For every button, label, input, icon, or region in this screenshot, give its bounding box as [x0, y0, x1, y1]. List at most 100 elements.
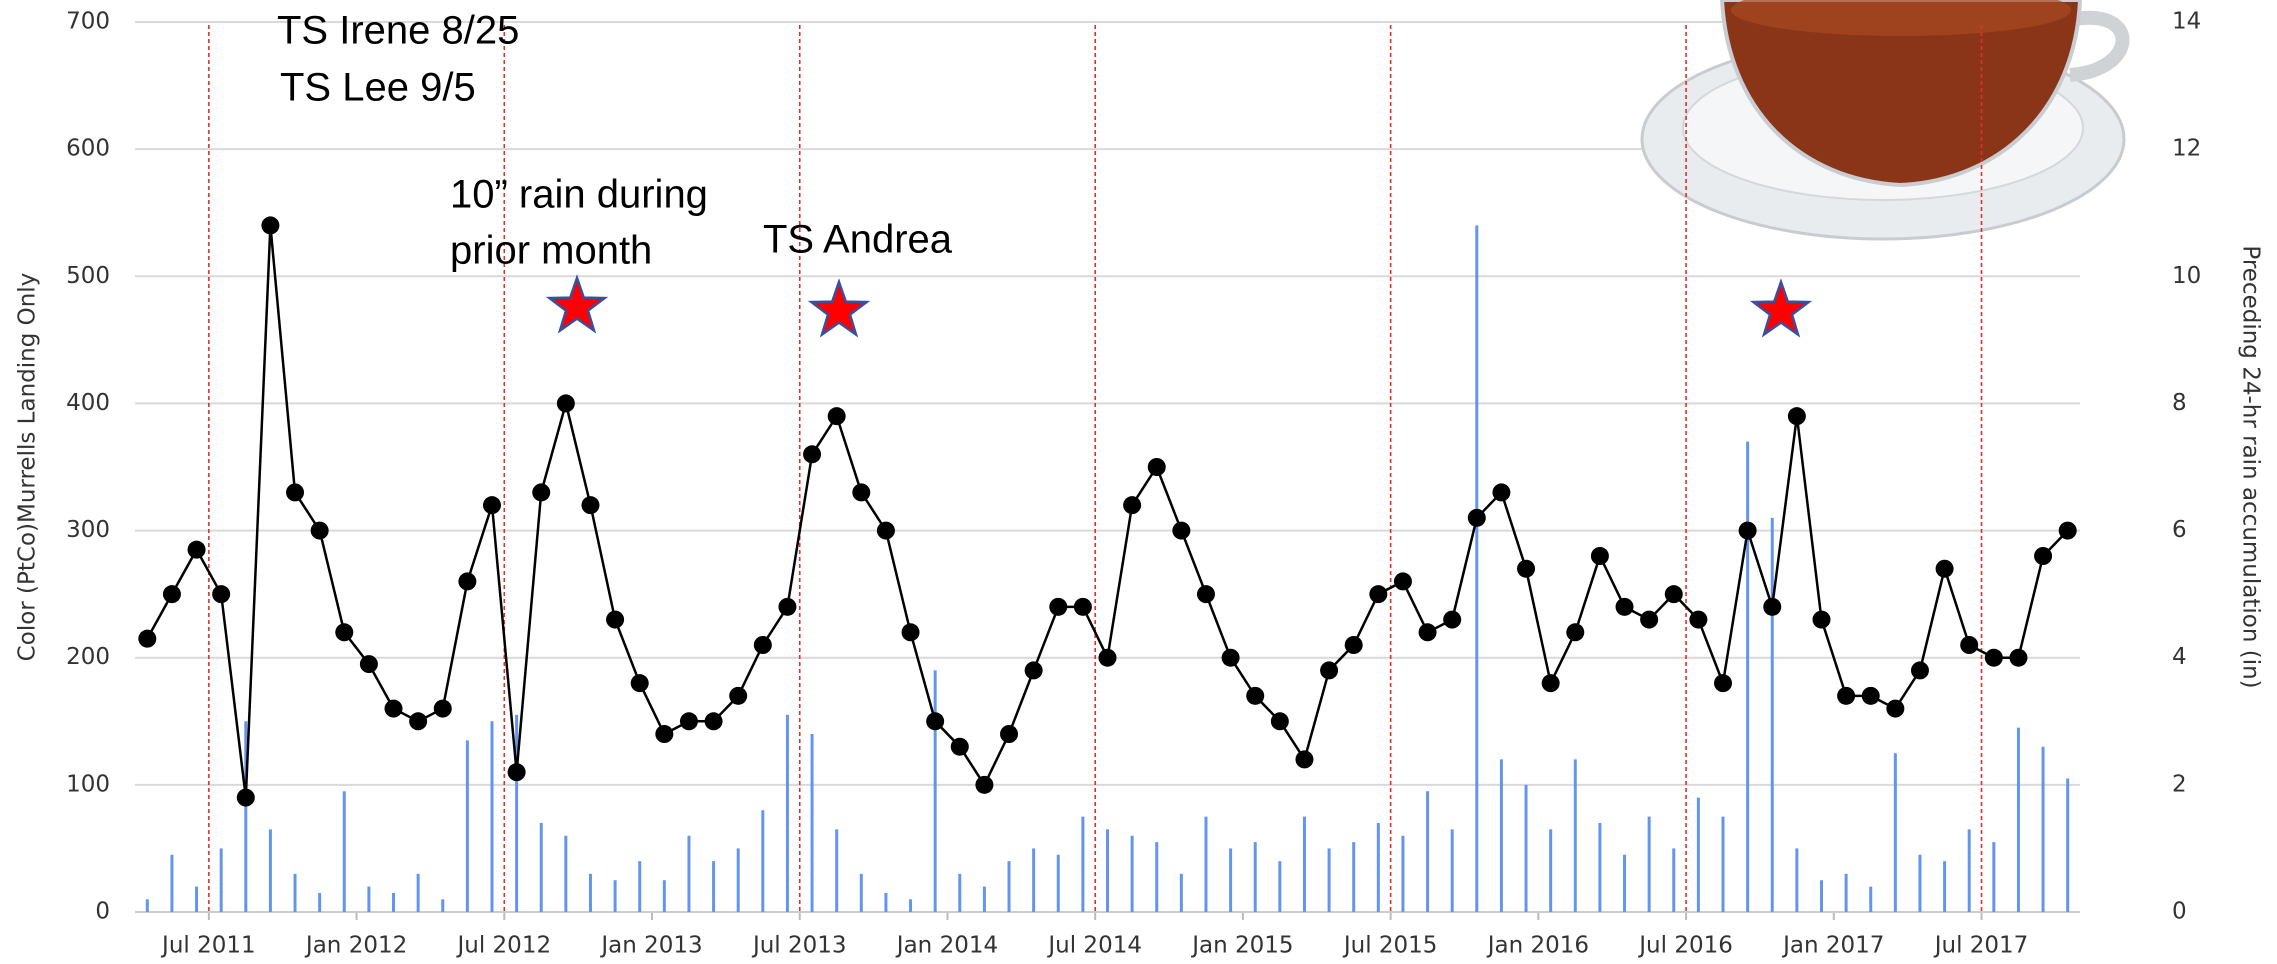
color-point — [1517, 559, 1536, 578]
color-point — [1098, 648, 1117, 667]
color-point — [1541, 674, 1560, 693]
color-point — [926, 712, 945, 731]
color-point — [2034, 547, 2053, 565]
color-point — [433, 699, 452, 718]
color-point — [1812, 610, 1831, 629]
color-point — [532, 483, 551, 502]
color-point — [212, 585, 231, 604]
color-point — [1492, 483, 1511, 502]
y-tick-label: 100 — [66, 771, 110, 797]
x-tick-label: Jul 2011 — [160, 933, 256, 959]
color-point — [1221, 648, 1240, 667]
y-tick-label: 300 — [66, 517, 110, 543]
color-point — [1689, 610, 1708, 629]
y2-tick-label: 6 — [2172, 517, 2187, 543]
color-point — [803, 445, 822, 464]
color-point — [778, 597, 797, 616]
x-tick-label: Jul 2015 — [1342, 933, 1438, 959]
y-axis-title: Color (PtCo)Murrells Landing Only — [15, 273, 41, 662]
teacup-image — [1640, 0, 2130, 241]
annotation: TS Lee 9/5 — [280, 66, 476, 110]
y2-tick-label: 8 — [2172, 390, 2187, 416]
color-point — [1418, 623, 1437, 642]
color-point — [482, 496, 501, 515]
star — [807, 278, 871, 338]
x-tick-label: Jul 2012 — [455, 933, 551, 959]
color-point — [335, 623, 354, 642]
color-point — [1935, 559, 1954, 578]
color-point — [162, 585, 181, 604]
color-point — [310, 521, 329, 540]
color-point — [1246, 686, 1265, 705]
color-point — [852, 483, 871, 502]
y2-tick-label: 14 — [2172, 9, 2201, 35]
annotation: TS Irene 8/25 — [277, 9, 519, 53]
y2-tick-label: 2 — [2172, 771, 2187, 797]
x-tick-label: Jul 2017 — [1933, 933, 2029, 959]
color-point — [1393, 572, 1412, 591]
color-point — [1369, 585, 1388, 604]
color-point — [901, 623, 920, 642]
color-point — [286, 483, 305, 502]
color-point — [1073, 597, 1092, 616]
stars — [545, 274, 1813, 338]
color-point — [1024, 661, 1043, 680]
y-tick-label: 400 — [66, 390, 110, 416]
color-point — [2058, 521, 2077, 540]
y-tick-label: 700 — [66, 9, 110, 35]
x-tick-label: Jan 2016 — [1486, 933, 1589, 959]
color-point — [876, 521, 895, 540]
annotation: TS Andrea — [763, 218, 953, 262]
x-tick-label: Jan 2012 — [304, 933, 407, 959]
color-point — [384, 699, 403, 718]
color-point — [1763, 597, 1782, 616]
color-point — [1910, 661, 1929, 680]
x-tick-label: Jul 2013 — [751, 933, 847, 959]
color-point — [1615, 597, 1634, 616]
color-point — [1049, 597, 1068, 616]
x-tick-label: Jan 2013 — [599, 933, 702, 959]
color-point — [1000, 725, 1019, 743]
star — [1749, 278, 1813, 338]
color-point — [827, 407, 846, 426]
color-point — [704, 712, 723, 731]
color-point — [1344, 636, 1363, 654]
color-point — [507, 763, 526, 782]
color-point — [1147, 458, 1166, 476]
color-point — [606, 610, 625, 629]
color-point — [1196, 585, 1215, 604]
color-point — [1443, 610, 1462, 629]
color-point — [1787, 407, 1806, 426]
color-point — [458, 572, 477, 591]
color-point — [1837, 686, 1856, 705]
y2-axis-title: Preceding 24-hr rain accumulation (in) — [2238, 245, 2264, 688]
color-point — [729, 686, 748, 705]
color-point — [359, 655, 378, 674]
x-tick-label: Jan 2017 — [1781, 933, 1884, 959]
color-point — [1270, 712, 1289, 731]
color-point — [1172, 521, 1191, 540]
x-tick-label: Jan 2015 — [1190, 933, 1293, 959]
color-point — [1123, 496, 1142, 515]
color-point — [679, 712, 698, 731]
color-point — [1714, 674, 1733, 693]
color-point — [1664, 585, 1683, 604]
y2-tick-label: 10 — [2172, 263, 2201, 289]
color-point — [1320, 661, 1339, 680]
color-point — [409, 712, 428, 731]
x-tick-label: Jan 2014 — [895, 933, 998, 959]
star — [545, 274, 609, 334]
y-tick-label: 600 — [66, 136, 110, 162]
y2-tick-label: 12 — [2172, 136, 2201, 162]
color-point — [187, 540, 206, 559]
color-point — [1590, 547, 1609, 565]
color-point — [556, 394, 575, 413]
color-point — [1886, 699, 1905, 718]
y-tick-label: 500 — [66, 263, 110, 289]
color-point — [1738, 521, 1757, 540]
color-point — [753, 636, 772, 654]
x-tick-label: Jul 2016 — [1637, 933, 1733, 959]
color-point — [655, 725, 674, 743]
